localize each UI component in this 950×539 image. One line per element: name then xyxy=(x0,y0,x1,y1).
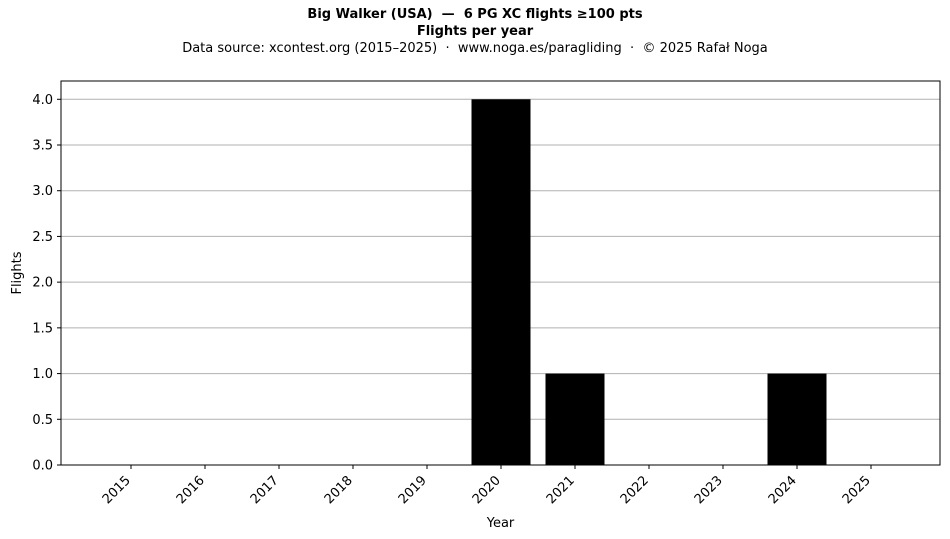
x-tick-label: 2016 xyxy=(174,473,208,507)
x-tick-label: 2017 xyxy=(248,473,282,507)
bar-2020 xyxy=(471,99,531,466)
bar-2021 xyxy=(545,373,605,465)
x-tick-label: 2019 xyxy=(396,473,430,507)
chart-subtitle: Flights per year xyxy=(416,24,534,39)
y-tick-label: 3.0 xyxy=(32,184,53,199)
y-axis-label: Flights xyxy=(10,251,25,294)
x-tick-label: 2025 xyxy=(840,473,874,507)
bars xyxy=(471,99,827,466)
y-axis-ticks: 0.0 0.5 1.0 1.5 2.0 2.5 3.0 3.5 4.0 xyxy=(32,93,61,474)
chart-title: Big Walker (USA) — 6 PG XC flights ≥100 … xyxy=(307,7,643,22)
bar-2024 xyxy=(767,373,827,465)
y-tick-label: 1.5 xyxy=(32,321,53,336)
x-tick-label: 2020 xyxy=(470,473,504,507)
x-tick-label: 2024 xyxy=(766,473,800,507)
y-tick-label: 0.5 xyxy=(32,413,53,428)
source-note: Data source: xcontest.org (2015–2025) · … xyxy=(182,41,768,56)
y-tick-label: 4.0 xyxy=(32,93,53,108)
y-tick-label: 2.0 xyxy=(32,276,53,291)
y-tick-label: 2.5 xyxy=(32,230,53,245)
x-tick-label: 2022 xyxy=(618,473,652,507)
x-tick-label: 2018 xyxy=(322,473,356,507)
chart-title-block: Big Walker (USA) — 6 PG XC flights ≥100 … xyxy=(0,6,950,57)
x-axis-ticks: 2015 2016 2017 2018 2019 2020 2021 2022 2023 2024… xyxy=(100,465,874,507)
x-tick-label: 2015 xyxy=(100,473,134,507)
y-tick-label: 0.0 xyxy=(32,459,53,474)
y-tick-label: 3.5 xyxy=(32,139,53,154)
x-tick-label: 2021 xyxy=(544,473,578,507)
x-tick-label: 2023 xyxy=(692,473,726,507)
x-axis-label: Year xyxy=(486,516,515,531)
y-tick-label: 1.0 xyxy=(32,367,53,382)
